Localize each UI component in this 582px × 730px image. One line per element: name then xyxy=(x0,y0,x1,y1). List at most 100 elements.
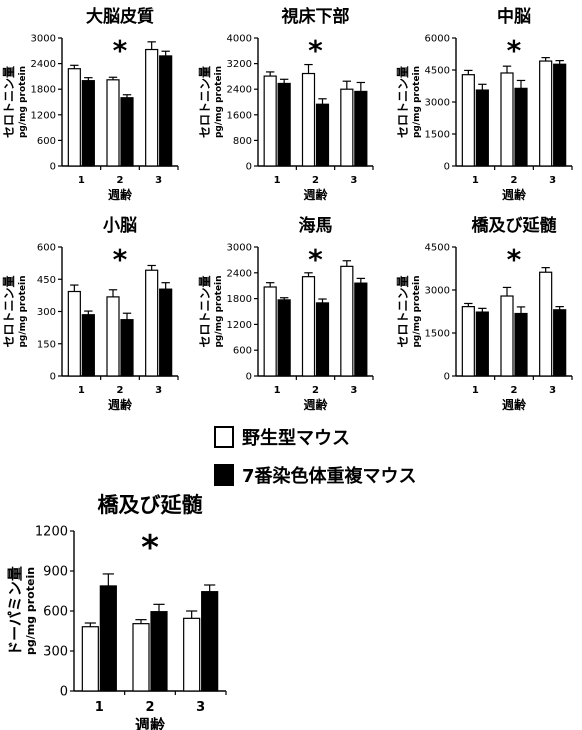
bar-trisomy xyxy=(553,63,567,167)
x-tick-label: 2 xyxy=(312,385,319,396)
y-tick-label: 2400 xyxy=(227,268,252,279)
significance-marker: * xyxy=(308,243,323,276)
bar-trisomy xyxy=(150,611,168,692)
y-tick-label: 0 xyxy=(50,162,56,173)
x-tick-label: 3 xyxy=(549,385,556,396)
bar-wildtype xyxy=(340,265,354,377)
bar-trisomy xyxy=(315,103,330,167)
legend-label-trisomy: 7番染色体重複マウス xyxy=(242,466,417,487)
x-tick-label: 3 xyxy=(549,175,556,186)
x-tick-label: 2 xyxy=(117,385,124,396)
x-tick-label: 3 xyxy=(155,385,162,396)
y-tick-label: 4000 xyxy=(227,34,252,45)
y-axis-unit: pg/mg protein xyxy=(412,275,422,347)
x-tick-label: 1 xyxy=(472,385,479,396)
bar-wildtype xyxy=(106,79,120,167)
y-tick-label: 0 xyxy=(246,372,252,383)
y-axis-unit: pg/mg protein xyxy=(214,66,224,138)
y-tick-label: 900 xyxy=(43,565,68,580)
x-axis-label: 週齢 xyxy=(108,187,133,202)
chart-title: 視床下部 xyxy=(281,6,350,27)
y-tick-label: 300 xyxy=(43,645,68,660)
chart-panel-3: 中脳 0 1500 3000 4500 6000 1 2 3 週齢 セロトニン量 pg/mg prot… xyxy=(396,6,573,202)
chart-title: 小脳 xyxy=(103,216,137,236)
y-tick-label: 6000 xyxy=(425,34,450,45)
bar-trisomy xyxy=(277,299,291,377)
legend-swatch-trisomy xyxy=(214,464,234,486)
x-axis-label: 週齢 xyxy=(303,187,328,202)
chart-panel-6: 橋及び延髄 0 1500 3000 4500 1 2 3 週齢 セロトニン量 pg/mg prote… xyxy=(396,215,573,412)
bar-trisomy xyxy=(553,309,567,377)
x-axis-label: 週齢 xyxy=(135,716,166,730)
bar-trisomy xyxy=(120,319,134,377)
x-tick-label: 1 xyxy=(78,385,85,396)
y-tick-label: 450 xyxy=(37,275,56,286)
legend-label-wildtype: 野生型マウス xyxy=(242,428,350,449)
y-tick-label: 1200 xyxy=(227,320,252,331)
bar-trisomy xyxy=(315,302,330,377)
y-tick-label: 1200 xyxy=(31,110,56,121)
y-axis-unit: pg/mg protein xyxy=(18,66,28,138)
bar-wildtype xyxy=(145,269,159,377)
y-tick-label: 3000 xyxy=(425,286,450,297)
legend-item-wildtype: 野生型マウス xyxy=(214,420,417,454)
bar-wildtype xyxy=(183,617,201,692)
x-axis-label: 週齢 xyxy=(108,397,133,412)
y-tick-label: 0 xyxy=(444,372,450,383)
y-axis-label: セロトニン量 xyxy=(2,275,16,347)
y-tick-label: 0 xyxy=(444,162,450,173)
y-axis-unit: pg/mg protein xyxy=(18,275,28,347)
x-tick-label: 1 xyxy=(274,175,281,186)
y-tick-label: 1600 xyxy=(227,110,252,121)
chart-title: 海馬 xyxy=(299,215,333,236)
y-tick-label: 4500 xyxy=(425,66,450,77)
y-tick-label: 1800 xyxy=(227,294,252,305)
bar-wildtype xyxy=(301,72,316,167)
bar-wildtype xyxy=(461,306,475,377)
bar-wildtype xyxy=(301,276,316,377)
x-tick-label: 2 xyxy=(511,175,518,186)
bar-trisomy xyxy=(475,311,489,377)
x-axis-label: 週齢 xyxy=(502,187,527,202)
bar-wildtype xyxy=(67,68,81,167)
bar-trisomy xyxy=(99,585,117,692)
bar-wildtype xyxy=(106,296,120,377)
bar-trisomy xyxy=(514,87,528,167)
y-tick-label: 0 xyxy=(60,685,68,700)
x-tick-label: 3 xyxy=(196,700,205,715)
x-tick-label: 2 xyxy=(117,175,124,186)
bar-wildtype xyxy=(132,623,150,692)
y-tick-label: 300 xyxy=(37,307,56,318)
significance-marker: * xyxy=(113,243,128,276)
y-tick-label: 2400 xyxy=(31,59,56,70)
bar-wildtype xyxy=(461,74,475,167)
y-axis-label: セロトニン量 xyxy=(396,66,410,138)
x-axis-label: 週齢 xyxy=(303,397,328,412)
y-tick-label: 1500 xyxy=(425,130,450,141)
y-axis-label: セロトニン量 xyxy=(198,275,212,347)
y-tick-label: 3000 xyxy=(425,98,450,109)
bar-trisomy xyxy=(354,282,368,377)
x-tick-label: 3 xyxy=(350,385,357,396)
y-tick-label: 1500 xyxy=(425,329,450,340)
chart-title: 大脳皮質 xyxy=(86,6,154,27)
chart-title: 中脳 xyxy=(497,6,531,27)
y-tick-label: 2400 xyxy=(227,85,252,96)
y-tick-label: 150 xyxy=(37,339,56,350)
y-tick-label: 600 xyxy=(37,136,56,147)
bar-wildtype xyxy=(263,286,277,377)
x-tick-label: 3 xyxy=(155,175,162,186)
significance-marker: * xyxy=(507,34,522,67)
y-tick-label: 600 xyxy=(43,605,68,620)
y-tick-label: 0 xyxy=(246,162,252,173)
significance-marker: * xyxy=(308,34,323,67)
y-axis-unit: pg/mg protein xyxy=(412,66,422,138)
x-axis-label: 週齢 xyxy=(502,397,527,412)
bar-wildtype xyxy=(145,48,159,167)
y-tick-label: 0 xyxy=(50,372,56,383)
chart-panel-5: 海馬 0 600 1200 1800 2400 3000 1 2 3 週齢 セロトニン量 pg/mg p… xyxy=(198,215,374,412)
x-tick-label: 1 xyxy=(274,385,281,396)
chart-panel-1: 大脳皮質 0 600 1200 1800 2400 3000 1 2 3 週齢 セロトニン量 pg/mg… xyxy=(2,6,179,202)
chart-panel-7: 橋及び延髄 0 300 600 900 1200 1 2 3 週齢 ドーパミン量 pg/mg prot… xyxy=(6,493,227,730)
